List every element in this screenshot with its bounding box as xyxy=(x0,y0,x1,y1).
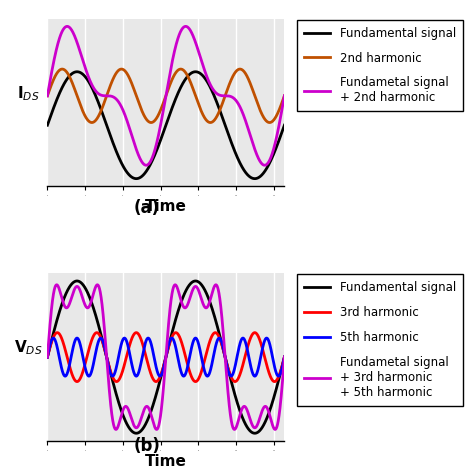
Fundamental signal xyxy=(282,122,287,128)
Fundametal signal
+ 2nd harmonic xyxy=(45,93,50,98)
Fundametal signal
+ 3rd harmonic
+ 5th harmonic xyxy=(213,282,219,287)
Fundamental signal xyxy=(275,381,281,386)
Fundamental signal xyxy=(231,389,237,395)
Fundametal signal
+ 3rd harmonic
+ 5th harmonic xyxy=(57,287,63,293)
Text: (b): (b) xyxy=(134,437,160,455)
Fundamental signal xyxy=(252,431,257,436)
Y-axis label: I$_{DS}$: I$_{DS}$ xyxy=(17,84,39,103)
Fundamental signal xyxy=(74,69,80,75)
Fundametal signal
+ 2nd harmonic xyxy=(231,96,237,101)
2nd harmonic xyxy=(57,68,63,73)
5th harmonic xyxy=(51,335,56,341)
Fundamental signal xyxy=(45,354,50,360)
5th harmonic xyxy=(282,354,287,360)
5th harmonic xyxy=(57,356,63,362)
5th harmonic xyxy=(275,373,281,379)
Fundametal signal
+ 3rd harmonic
+ 5th harmonic xyxy=(275,421,281,426)
3rd harmonic xyxy=(212,330,218,335)
Line: 2nd harmonic: 2nd harmonic xyxy=(47,69,284,122)
Fundamental signal xyxy=(45,122,50,128)
Fundamental signal xyxy=(154,391,159,396)
3rd harmonic xyxy=(57,331,63,337)
Line: Fundamental signal: Fundamental signal xyxy=(47,72,284,179)
5th harmonic xyxy=(275,373,281,378)
Line: 5th harmonic: 5th harmonic xyxy=(47,338,284,376)
2nd harmonic xyxy=(275,110,281,116)
3rd harmonic xyxy=(114,379,119,385)
5th harmonic xyxy=(274,373,280,378)
3rd harmonic xyxy=(231,378,237,384)
Fundametal signal
+ 3rd harmonic
+ 5th harmonic xyxy=(113,427,119,432)
2nd harmonic xyxy=(231,71,237,77)
Fundamental signal xyxy=(74,278,80,284)
Y-axis label: V$_{DS}$: V$_{DS}$ xyxy=(14,339,42,357)
Fundamental signal xyxy=(231,147,237,152)
Fundametal signal
+ 2nd harmonic xyxy=(57,35,63,41)
Fundametal signal
+ 2nd harmonic xyxy=(275,129,281,135)
Fundametal signal
+ 3rd harmonic
+ 5th harmonic xyxy=(275,421,281,427)
2nd harmonic xyxy=(59,66,65,72)
Fundametal signal
+ 2nd harmonic xyxy=(282,93,287,98)
3rd harmonic xyxy=(275,376,281,381)
3rd harmonic xyxy=(45,354,50,360)
2nd harmonic xyxy=(275,111,281,116)
Fundametal signal
+ 2nd harmonic xyxy=(154,141,159,147)
Legend: Fundamental signal, 3rd harmonic, 5th harmonic, Fundametal signal
+ 3rd harmonic: Fundamental signal, 3rd harmonic, 5th ha… xyxy=(297,274,463,406)
2nd harmonic xyxy=(282,93,287,98)
5th harmonic xyxy=(160,368,165,374)
5th harmonic xyxy=(154,366,159,371)
3rd harmonic xyxy=(282,354,287,360)
Fundametal signal
+ 3rd harmonic
+ 5th harmonic xyxy=(154,427,159,432)
Fundametal signal
+ 2nd harmonic xyxy=(183,23,189,29)
2nd harmonic xyxy=(45,93,50,98)
X-axis label: Time: Time xyxy=(145,454,187,469)
Fundamental signal xyxy=(154,148,159,154)
Fundamental signal xyxy=(160,131,165,137)
Line: Fundamental signal: Fundamental signal xyxy=(47,281,284,433)
2nd harmonic xyxy=(267,120,273,125)
2nd harmonic xyxy=(160,102,165,107)
Fundamental signal xyxy=(275,141,281,147)
Fundamental signal xyxy=(57,309,63,314)
5th harmonic xyxy=(231,367,237,373)
Line: 3rd harmonic: 3rd harmonic xyxy=(47,333,284,382)
Fundamental signal xyxy=(57,91,63,96)
3rd harmonic xyxy=(160,366,165,371)
Fundametal signal
+ 3rd harmonic
+ 5th harmonic xyxy=(282,354,287,360)
Fundamental signal xyxy=(252,176,257,182)
3rd harmonic xyxy=(154,378,159,384)
Line: Fundametal signal
+ 2nd harmonic: Fundametal signal + 2nd harmonic xyxy=(47,26,284,165)
Fundametal signal
+ 2nd harmonic xyxy=(143,162,149,168)
Fundametal signal
+ 2nd harmonic xyxy=(275,129,281,134)
Fundametal signal
+ 3rd harmonic
+ 5th harmonic xyxy=(45,354,50,360)
Fundamental signal xyxy=(160,367,165,372)
Fundametal signal
+ 3rd harmonic
+ 5th harmonic xyxy=(160,393,165,398)
5th harmonic xyxy=(45,354,50,360)
Legend: Fundamental signal, 2nd harmonic, Fundametal signal
+ 2nd harmonic: Fundamental signal, 2nd harmonic, Fundam… xyxy=(297,20,463,112)
Fundametal signal
+ 3rd harmonic
+ 5th harmonic xyxy=(231,427,237,432)
Fundametal signal
+ 2nd harmonic xyxy=(160,111,165,116)
Line: Fundametal signal
+ 3rd harmonic
+ 5th harmonic: Fundametal signal + 3rd harmonic + 5th h… xyxy=(47,285,284,430)
Fundamental signal xyxy=(282,354,287,360)
3rd harmonic xyxy=(275,376,281,381)
Text: (a): (a) xyxy=(134,199,160,218)
Fundamental signal xyxy=(275,380,281,386)
Fundamental signal xyxy=(275,141,281,146)
2nd harmonic xyxy=(154,115,159,121)
X-axis label: Time: Time xyxy=(145,199,187,214)
